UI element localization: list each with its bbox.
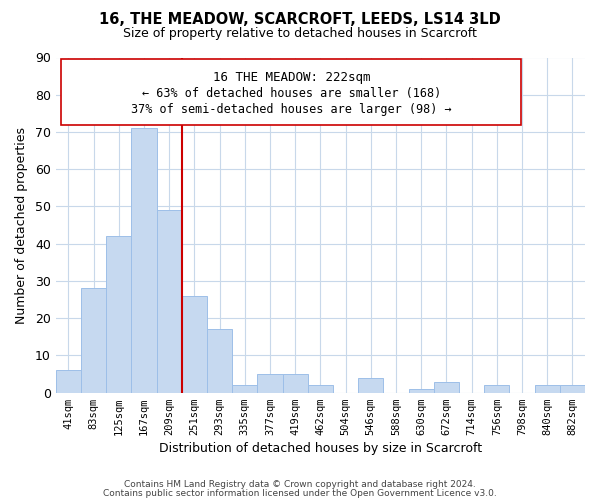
- Bar: [157, 210, 182, 392]
- Bar: [434, 382, 459, 392]
- Bar: [308, 385, 333, 392]
- Bar: [484, 385, 509, 392]
- Bar: [358, 378, 383, 392]
- Text: Contains public sector information licensed under the Open Government Licence v3: Contains public sector information licen…: [103, 490, 497, 498]
- Bar: [81, 288, 106, 393]
- Bar: [535, 385, 560, 392]
- FancyBboxPatch shape: [61, 59, 521, 124]
- Y-axis label: Number of detached properties: Number of detached properties: [15, 126, 28, 324]
- Text: ← 63% of detached houses are smaller (168): ← 63% of detached houses are smaller (16…: [142, 86, 441, 100]
- Bar: [182, 296, 207, 392]
- Bar: [560, 385, 585, 392]
- Bar: [207, 330, 232, 392]
- Text: 37% of semi-detached houses are larger (98) →: 37% of semi-detached houses are larger (…: [131, 103, 452, 116]
- Text: Size of property relative to detached houses in Scarcroft: Size of property relative to detached ho…: [123, 28, 477, 40]
- Text: Contains HM Land Registry data © Crown copyright and database right 2024.: Contains HM Land Registry data © Crown c…: [124, 480, 476, 489]
- Bar: [106, 236, 131, 392]
- Bar: [232, 385, 257, 392]
- Bar: [131, 128, 157, 392]
- Text: 16 THE MEADOW: 222sqm: 16 THE MEADOW: 222sqm: [212, 71, 370, 84]
- X-axis label: Distribution of detached houses by size in Scarcroft: Distribution of detached houses by size …: [159, 442, 482, 455]
- Bar: [283, 374, 308, 392]
- Bar: [56, 370, 81, 392]
- Bar: [409, 389, 434, 392]
- Text: 16, THE MEADOW, SCARCROFT, LEEDS, LS14 3LD: 16, THE MEADOW, SCARCROFT, LEEDS, LS14 3…: [99, 12, 501, 28]
- Bar: [257, 374, 283, 392]
